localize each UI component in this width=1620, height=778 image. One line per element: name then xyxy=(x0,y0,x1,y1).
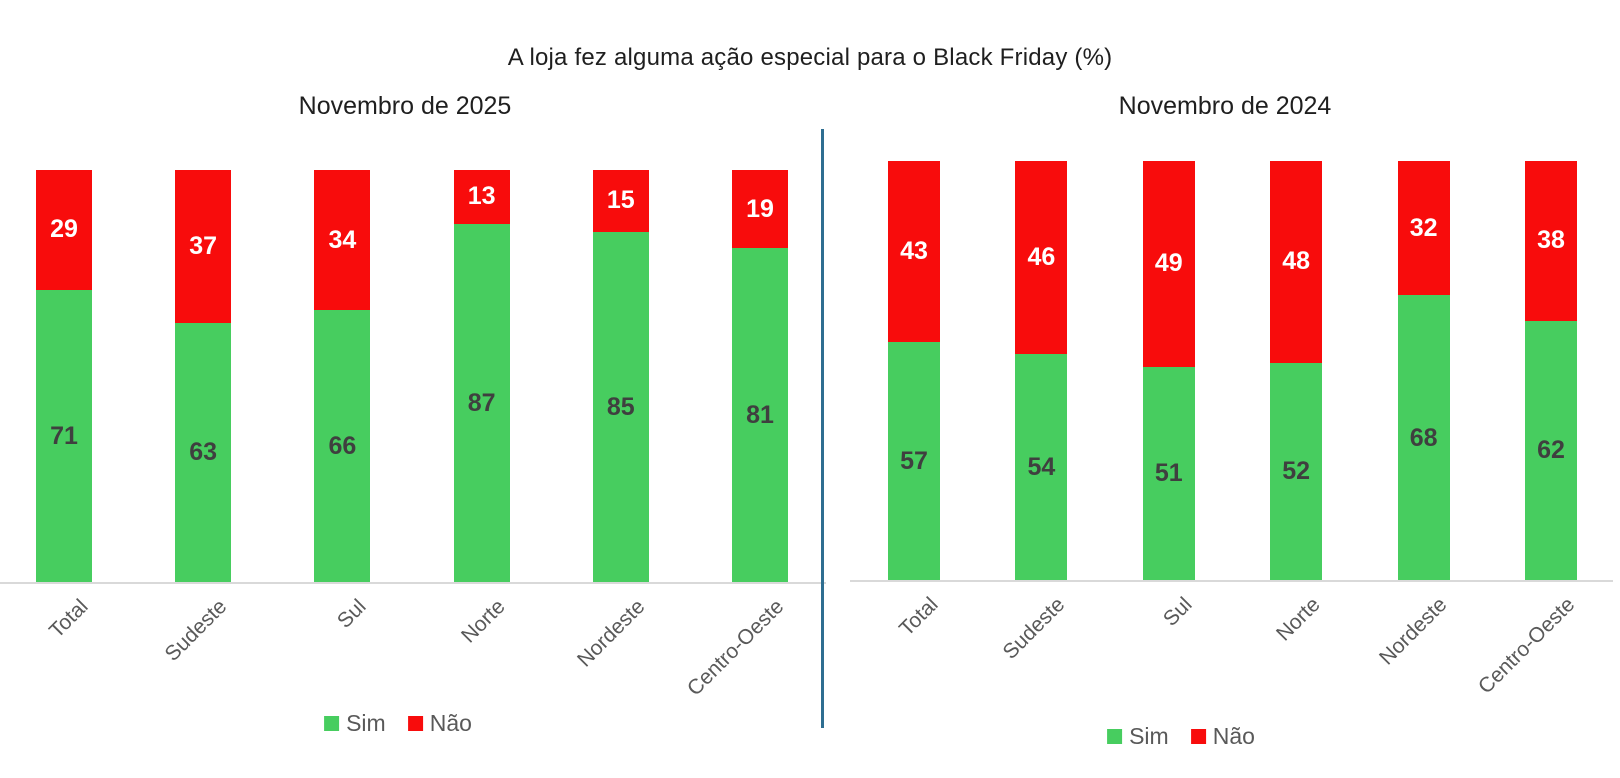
legend-item-nao: Não xyxy=(407,710,472,737)
bar-segment-nao: 43 xyxy=(888,161,940,342)
stacked-bar-centro-oeste: 38 62 xyxy=(1525,161,1577,581)
stacked-bar-centro-oeste: 19 81 xyxy=(732,170,788,583)
stacked-bar-norte: 48 52 xyxy=(1270,161,1323,581)
category-label: Norte xyxy=(457,595,510,648)
bar-value-label-nao: 48 xyxy=(1282,247,1311,276)
stacked-bar-sudeste: 46 54 xyxy=(1015,161,1068,581)
legend-label: Sim xyxy=(1129,723,1169,749)
bar-segment-nao: 34 xyxy=(314,170,371,311)
bar-segment-nao: 49 xyxy=(1142,161,1195,367)
bar-segment-sim: 71 xyxy=(36,289,92,583)
bar-segment-nao: 48 xyxy=(1270,161,1323,363)
category-label: Centro-Oeste xyxy=(1473,593,1580,699)
bar-value-label-nao: 13 xyxy=(467,182,496,211)
legend-label: Sim xyxy=(346,710,386,736)
bar-value-label-nao: 37 xyxy=(189,231,218,260)
bar-segment-sim: 68 xyxy=(1397,295,1450,581)
bar-value-label-nao: 29 xyxy=(50,215,78,244)
stacked-bar-total: 43 57 xyxy=(888,161,940,581)
bar-segment-sim: 87 xyxy=(453,223,510,583)
bar-value-label-nao: 34 xyxy=(328,225,357,254)
bar-value-label-sim: 62 xyxy=(1537,436,1565,465)
bar-value-label-sim: 68 xyxy=(1409,423,1438,452)
category-label: Nordeste xyxy=(1375,593,1452,670)
bar-segment-nao: 32 xyxy=(1397,161,1450,296)
bar-value-label-sim: 81 xyxy=(746,401,774,430)
stacked-bar-total: 29 71 xyxy=(36,170,92,583)
category-label: Centro-Oeste xyxy=(682,595,789,701)
bar-value-label-nao: 38 xyxy=(1537,226,1565,255)
bar-segment-nao: 46 xyxy=(1015,161,1068,355)
bar-segment-nao: 38 xyxy=(1525,161,1577,321)
legend-item-sim: Sim xyxy=(324,710,386,737)
stacked-bar-sudeste: 37 63 xyxy=(175,170,232,583)
bar-value-label-sim: 66 xyxy=(328,432,357,461)
category-label: Sudeste xyxy=(998,593,1070,664)
bar-segment-nao: 19 xyxy=(732,170,788,249)
bar-value-label-nao: 46 xyxy=(1027,243,1056,272)
legend-item-sim: Sim xyxy=(1107,723,1169,750)
bar-value-label-sim: 63 xyxy=(189,438,218,467)
bar-segment-sim: 62 xyxy=(1525,320,1577,581)
plot-area-2025: 29 71 37 63 34 66 13 87 15 85 19 81 xyxy=(0,170,810,583)
panel-title-2025: Novembro de 2025 xyxy=(298,92,512,120)
category-label: Total xyxy=(44,595,93,643)
bar-segment-sim: 54 xyxy=(1015,354,1068,581)
category-label: Sudeste xyxy=(160,595,232,666)
panel-divider-line xyxy=(821,129,824,728)
bar-value-label-nao: 19 xyxy=(746,194,774,223)
plot-area-2024: 43 57 46 54 49 51 48 52 32 68 38 62 xyxy=(830,161,1620,581)
legend-2025: Sim Não xyxy=(324,710,472,737)
bar-value-label-sim: 54 xyxy=(1027,453,1056,482)
category-label: Sul xyxy=(332,595,371,633)
bar-segment-sim: 63 xyxy=(175,322,232,583)
bar-value-label-nao: 43 xyxy=(900,236,928,265)
legend-item-nao: Não xyxy=(1190,723,1255,750)
bar-value-label-nao: 15 xyxy=(606,186,635,215)
bar-segment-nao: 15 xyxy=(592,170,649,232)
legend-swatch-icon xyxy=(1190,729,1206,744)
stacked-bar-nordeste: 32 68 xyxy=(1397,161,1450,581)
bar-value-label-sim: 57 xyxy=(900,446,928,475)
x-axis-line-2024 xyxy=(850,580,1613,582)
bar-segment-sim: 85 xyxy=(592,231,649,583)
stacked-bar-sul: 34 66 xyxy=(314,170,371,583)
page-title: A loja fez alguma ação especial para o B… xyxy=(507,44,1113,71)
bar-segment-sim: 66 xyxy=(314,310,371,583)
x-axis-line-2025 xyxy=(0,582,826,584)
panel-title-2024: Novembro de 2024 xyxy=(1118,92,1332,120)
bar-segment-sim: 81 xyxy=(732,248,788,583)
bar-value-label-sim: 85 xyxy=(606,392,635,421)
legend-swatch-icon xyxy=(1107,729,1123,744)
legend-label: Não xyxy=(429,710,472,736)
stacked-bar-norte: 13 87 xyxy=(453,170,510,583)
bar-value-label-sim: 51 xyxy=(1154,459,1183,488)
bar-value-label-nao: 49 xyxy=(1154,249,1183,278)
legend-label: Não xyxy=(1212,723,1255,749)
bar-segment-sim: 57 xyxy=(888,341,940,581)
bar-value-label-nao: 32 xyxy=(1409,213,1438,242)
bar-value-label-sim: 71 xyxy=(50,421,78,450)
bar-segment-sim: 52 xyxy=(1270,362,1323,581)
category-label: Norte xyxy=(1271,593,1325,646)
legend-swatch-icon xyxy=(324,716,340,731)
category-label: Total xyxy=(894,593,943,641)
stacked-bar-nordeste: 15 85 xyxy=(592,170,649,583)
bar-segment-nao: 13 xyxy=(453,170,510,224)
bar-segment-nao: 29 xyxy=(36,170,92,290)
category-labels-2024: Total Sudeste Sul Norte Nordeste Centro-Oeste xyxy=(830,593,1620,743)
category-label: Sul xyxy=(1159,593,1198,631)
category-label: Nordeste xyxy=(572,595,650,672)
stacked-bar-sul: 49 51 xyxy=(1142,161,1195,581)
bar-segment-sim: 51 xyxy=(1142,366,1195,581)
bar-value-label-sim: 52 xyxy=(1282,457,1311,486)
legend-2024: Sim Não xyxy=(1107,723,1255,750)
bar-segment-nao: 37 xyxy=(175,170,232,323)
legend-swatch-icon xyxy=(407,716,423,731)
bar-value-label-sim: 87 xyxy=(467,388,496,417)
